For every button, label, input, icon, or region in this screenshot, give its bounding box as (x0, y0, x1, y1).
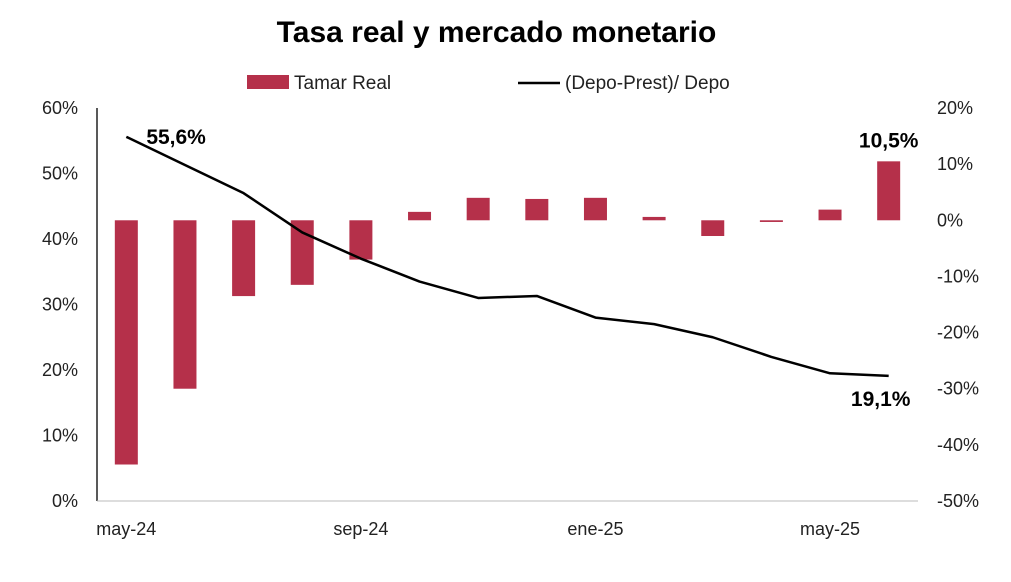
y-right-tick-label: -10% (937, 266, 979, 286)
x-tick-label: ene-25 (567, 519, 623, 539)
y-right-tick-label: 0% (937, 210, 963, 230)
bar (877, 161, 901, 221)
bar (290, 220, 314, 285)
chart-title: Tasa real y mercado monetario (276, 16, 717, 49)
data-label: 55,6% (146, 126, 206, 149)
line-series (125, 135, 889, 378)
y-left-tick-label: 0% (52, 491, 78, 511)
y-left-tick-label: 60% (42, 98, 78, 118)
x-tick-label: may-24 (96, 519, 156, 539)
data-label: 10,5% (859, 129, 919, 152)
bar (759, 220, 783, 222)
y-left-tick-label: 20% (42, 360, 78, 380)
bar (232, 220, 256, 297)
legend-label: Tamar Real (294, 73, 391, 94)
bar (525, 198, 549, 221)
data-label: 19,1% (851, 388, 911, 411)
x-tick-label: may-25 (800, 519, 860, 539)
bar (349, 220, 373, 260)
legend-swatch-bar (247, 75, 289, 89)
bar (114, 220, 138, 465)
y-left-tick-label: 50% (42, 164, 78, 184)
bar (818, 209, 842, 221)
legend-label: (Depo-Prest)/ Depo (565, 73, 730, 94)
y-right-tick-label: 20% (937, 98, 973, 118)
bar (642, 216, 666, 221)
y-right-tick-label: -30% (937, 379, 979, 399)
bar (583, 197, 607, 221)
y-left-tick-label: 30% (42, 295, 78, 315)
y-right-tick-label: 10% (937, 154, 973, 174)
bar (173, 220, 197, 389)
y-right-tick-label: -50% (937, 491, 979, 511)
y-left-tick-label: 10% (42, 426, 78, 446)
y-right-tick-label: -40% (937, 435, 979, 455)
y-left-tick-label: 40% (42, 229, 78, 249)
bar (466, 197, 490, 221)
y-right-tick-label: -20% (937, 323, 979, 343)
x-tick-label: sep-24 (333, 519, 388, 539)
bar (408, 211, 432, 221)
bar (701, 220, 725, 237)
